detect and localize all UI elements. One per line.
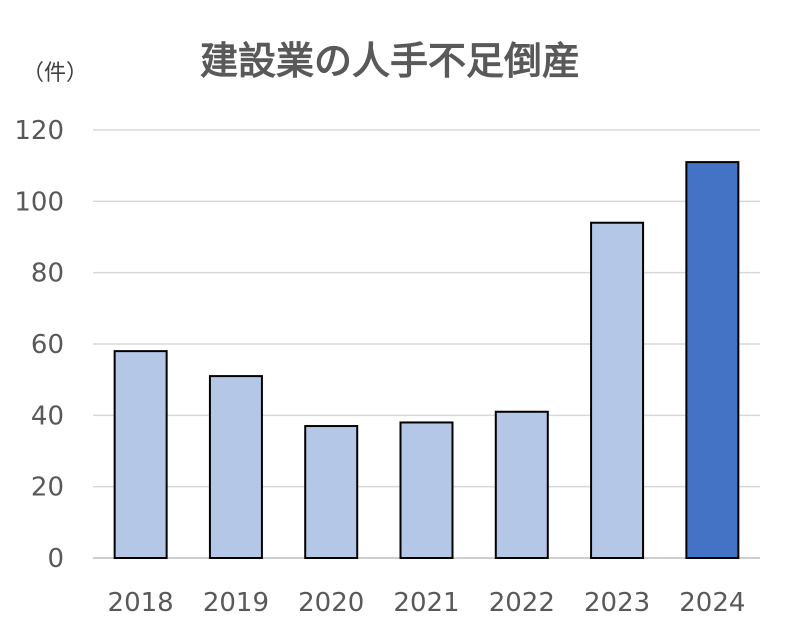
gridlines xyxy=(93,129,760,559)
bar-2020 xyxy=(304,425,359,559)
y-axis-ticks: 0 20 40 60 80 100 120 xyxy=(14,116,64,574)
x-tick-label: 2018 xyxy=(108,588,174,618)
y-tick-label: 40 xyxy=(31,401,64,431)
chart-title: 建設業の人手不足倒産 xyxy=(200,39,580,83)
y-tick-label: 100 xyxy=(14,187,64,217)
x-tick-label: 2022 xyxy=(489,588,555,618)
bar-2023 xyxy=(590,221,645,559)
x-tick-label: 2021 xyxy=(393,588,459,618)
y-tick-label: 120 xyxy=(14,116,64,146)
y-tick-label: 60 xyxy=(31,330,64,360)
bar-2019 xyxy=(208,375,263,559)
x-tick-label: 2020 xyxy=(298,588,364,618)
x-tick-label: 2019 xyxy=(203,588,269,618)
bar-2018 xyxy=(113,350,168,559)
y-tick-label: 0 xyxy=(47,544,64,574)
x-tick-label: 2023 xyxy=(584,588,650,618)
bar-2022 xyxy=(494,410,549,559)
y-tick-label: 80 xyxy=(31,259,64,289)
bars xyxy=(113,161,740,560)
x-tick-label: 2024 xyxy=(679,588,745,618)
y-unit-label: （件） xyxy=(22,61,88,86)
x-axis-ticks: 2018 2019 2020 2021 2022 2023 2024 xyxy=(108,588,746,618)
bar-2024 xyxy=(685,161,740,559)
y-tick-label: 20 xyxy=(31,473,64,503)
bar-2021 xyxy=(399,421,454,560)
